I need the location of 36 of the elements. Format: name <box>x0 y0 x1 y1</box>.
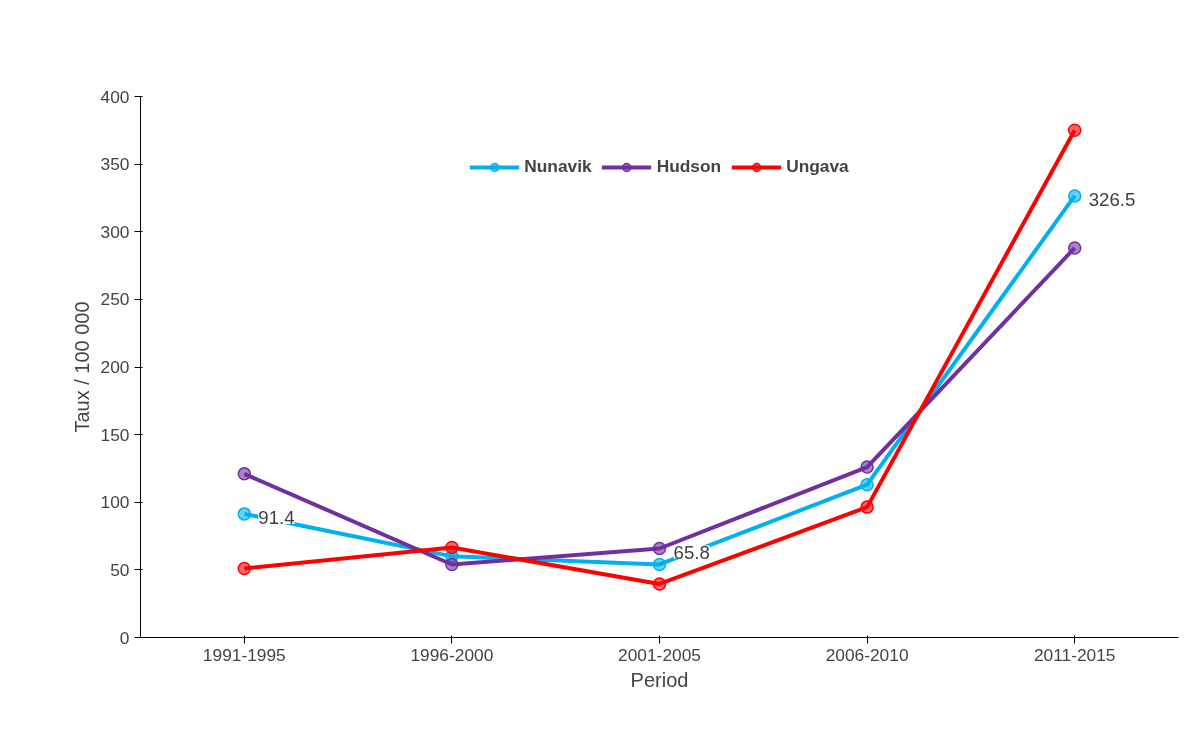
legend-label: Hudson <box>656 156 722 177</box>
point <box>1067 241 1082 255</box>
point <box>445 557 459 572</box>
x-tick-label: 1991-1995 <box>202 644 286 665</box>
point <box>652 577 667 591</box>
point <box>860 460 874 474</box>
data-label: 65.8 <box>673 541 710 563</box>
y-axis-title: Taux / 100 000 <box>70 301 93 433</box>
x-axis-title: Period <box>630 668 689 691</box>
y-tick-label: 400 <box>100 86 130 107</box>
y-tick-label: 350 <box>100 154 130 175</box>
x-tick-label: 2006-2010 <box>825 644 909 665</box>
y-tick-label: 100 <box>100 492 130 513</box>
legend-label: Nunavik <box>524 156 592 177</box>
x-tick-label: 2001-2005 <box>618 644 701 665</box>
point <box>445 540 459 555</box>
point <box>652 541 667 556</box>
y-tick-label: 150 <box>100 424 130 445</box>
y-tick-label: 300 <box>100 221 130 242</box>
data-label: 91.4 <box>258 506 295 528</box>
point <box>860 477 874 492</box>
y-tick-label: 250 <box>100 289 130 310</box>
point <box>860 500 874 514</box>
point <box>237 561 252 576</box>
legend-label: Ungava <box>786 156 849 177</box>
point <box>1067 123 1082 138</box>
point <box>652 557 667 572</box>
point <box>237 507 252 521</box>
data-label: 326.5 <box>1088 188 1136 210</box>
x-tick-label: 1996-2000 <box>410 644 494 665</box>
y-tick-label: 200 <box>100 357 130 377</box>
y-tick-label: 0 <box>119 627 130 648</box>
point <box>237 467 252 481</box>
point <box>1067 189 1082 203</box>
x-tick-label: 2011-2015 <box>1033 644 1116 665</box>
y-tick-label: 50 <box>110 559 130 580</box>
